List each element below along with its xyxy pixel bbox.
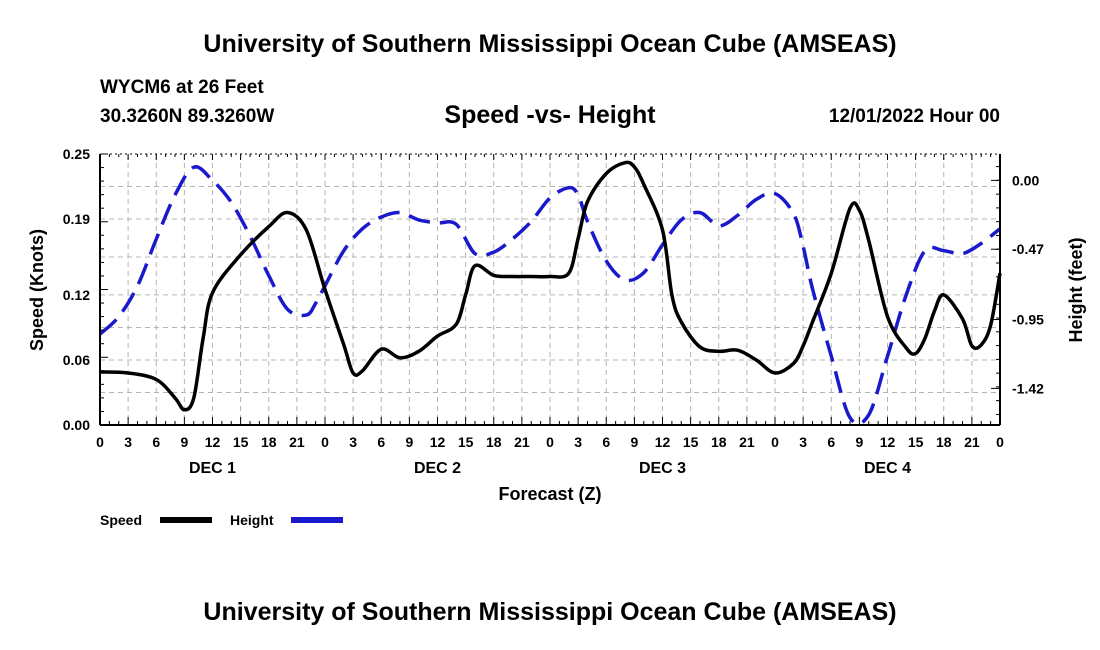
- station-label: WYCM6 at 26 Feet: [100, 77, 264, 98]
- x-tick-label: 21: [739, 434, 755, 450]
- x-tick-label: 12: [655, 434, 671, 450]
- x-tick-label: 12: [880, 434, 896, 450]
- y2-tick-label: -0.95: [1012, 312, 1044, 328]
- x-tick-label: 21: [964, 434, 980, 450]
- x-tick-label: 3: [574, 434, 582, 450]
- speed-series: [99, 160, 1002, 412]
- y2-axis-label: Height (feet): [1066, 238, 1086, 343]
- y2-tick-label: -0.47: [1012, 241, 1044, 257]
- x-tick-label: 6: [152, 434, 160, 450]
- y-axis-label: Speed (Knots): [27, 229, 47, 351]
- legend-speed-label: Speed: [100, 512, 142, 528]
- x-tick-label: 21: [514, 434, 530, 450]
- grid-lines: [100, 154, 1000, 425]
- coordinates-label: 30.3260N 89.3260W: [100, 106, 275, 127]
- tick-labels: 0 3 6 9 12 15 18 21 0 3 6 9 12 15 18 21 0 3 6 9 12 15 18 21 0 3 6 9…: [63, 146, 1044, 477]
- y-tick-label: 0.06: [63, 352, 90, 368]
- x-tick-label: 9: [855, 434, 863, 450]
- y2-tick-label: 0.00: [1012, 172, 1039, 188]
- legend-height-label: Height: [230, 512, 274, 528]
- x-tick-label: 18: [261, 434, 277, 450]
- x-tick-label: 18: [486, 434, 502, 450]
- y-tick-label: 0.19: [63, 211, 90, 227]
- y-tick-label: 0.00: [63, 417, 90, 433]
- main-title-bottom: University of Southern Mississippi Ocean…: [203, 598, 897, 626]
- x-tick-label: 3: [349, 434, 357, 450]
- day-label: DEC 3: [639, 460, 686, 477]
- x-tick-label: 6: [827, 434, 835, 450]
- day-label: DEC 4: [864, 460, 911, 477]
- tick-marks: [99, 153, 1001, 426]
- x-tick-label: 12: [430, 434, 446, 450]
- x-axis-label: Forecast (Z): [498, 484, 601, 504]
- x-tick-label: 6: [377, 434, 385, 450]
- speed-line: [99, 160, 1002, 412]
- x-tick-label: 0: [546, 434, 554, 450]
- x-tick-label: 3: [799, 434, 807, 450]
- x-tick-label: 15: [233, 434, 249, 450]
- x-tick-label: 0: [321, 434, 329, 450]
- x-tick-label: 0: [96, 434, 104, 450]
- x-tick-label: 12: [205, 434, 221, 450]
- x-tick-label: 15: [683, 434, 699, 450]
- y2-tick-label: -1.42: [1012, 380, 1044, 396]
- legend: Speed Height: [100, 512, 343, 528]
- height-series: [98, 165, 1002, 426]
- x-tick-label: 21: [289, 434, 305, 450]
- height-line: [98, 165, 1002, 426]
- x-tick-label: 15: [458, 434, 474, 450]
- day-label: DEC 1: [189, 460, 236, 477]
- x-tick-label: 3: [124, 434, 132, 450]
- x-tick-label: 0: [996, 434, 1004, 450]
- x-tick-label: 15: [908, 434, 924, 450]
- y-tick-label: 0.12: [63, 287, 90, 303]
- x-tick-label: 9: [405, 434, 413, 450]
- x-tick-label: 18: [936, 434, 952, 450]
- y-tick-label: 0.25: [63, 146, 90, 162]
- x-tick-label: 9: [180, 434, 188, 450]
- x-tick-label: 18: [711, 434, 727, 450]
- chart-title: Speed -vs- Height: [444, 101, 656, 129]
- day-label: DEC 2: [414, 460, 461, 477]
- x-tick-label: 6: [602, 434, 610, 450]
- forecast-datetime: 12/01/2022 Hour 00: [828, 106, 1000, 127]
- x-tick-label: 9: [630, 434, 638, 450]
- main-title-top: University of Southern Mississippi Ocean…: [203, 30, 897, 58]
- x-tick-label: 0: [771, 434, 779, 450]
